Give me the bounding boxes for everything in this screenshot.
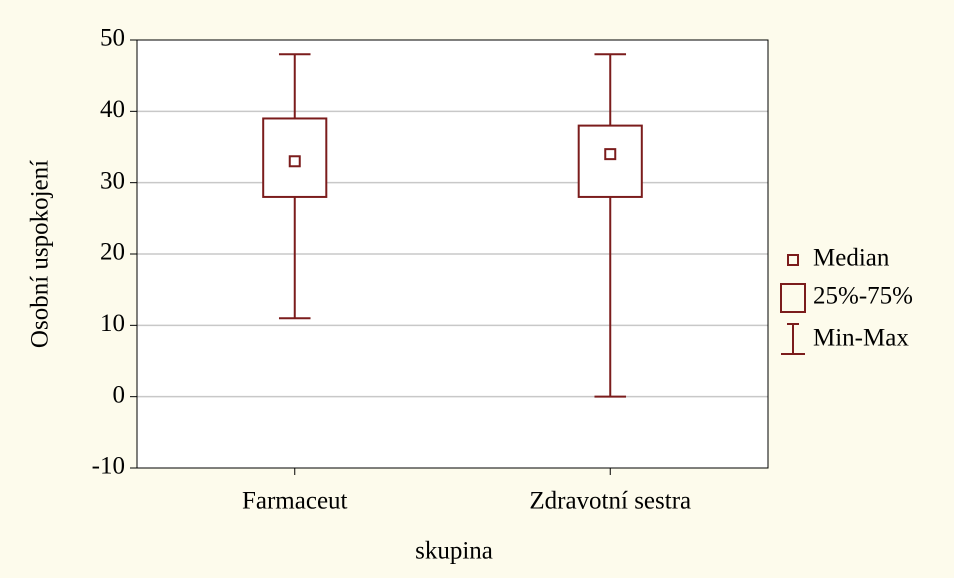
y-tick-label: 50 xyxy=(100,25,125,52)
y-tick-label: 0 xyxy=(113,381,126,408)
median-marker xyxy=(288,155,301,168)
legend-label: Median xyxy=(813,245,890,272)
median-marker xyxy=(604,148,617,161)
legend-label: Min-Max xyxy=(813,325,909,352)
y-tick-label: 20 xyxy=(100,239,125,266)
x-tick-label: Farmaceut xyxy=(242,488,348,515)
legend-box-symbol xyxy=(780,283,806,313)
legend-label: 25%-75% xyxy=(813,283,913,310)
box xyxy=(262,117,328,198)
y-axis-label: Osobní uspokojení xyxy=(27,160,54,348)
plot-frame xyxy=(136,39,769,469)
legend-median-symbol xyxy=(787,254,799,266)
y-tick-label: 10 xyxy=(100,310,125,337)
box xyxy=(577,124,643,198)
y-tick-label: -10 xyxy=(92,453,125,480)
y-tick-label: 30 xyxy=(100,167,125,194)
x-axis-label: skupina xyxy=(415,538,493,565)
x-tick-label: Zdravotní sestra xyxy=(529,488,691,515)
y-tick-label: 40 xyxy=(100,96,125,123)
